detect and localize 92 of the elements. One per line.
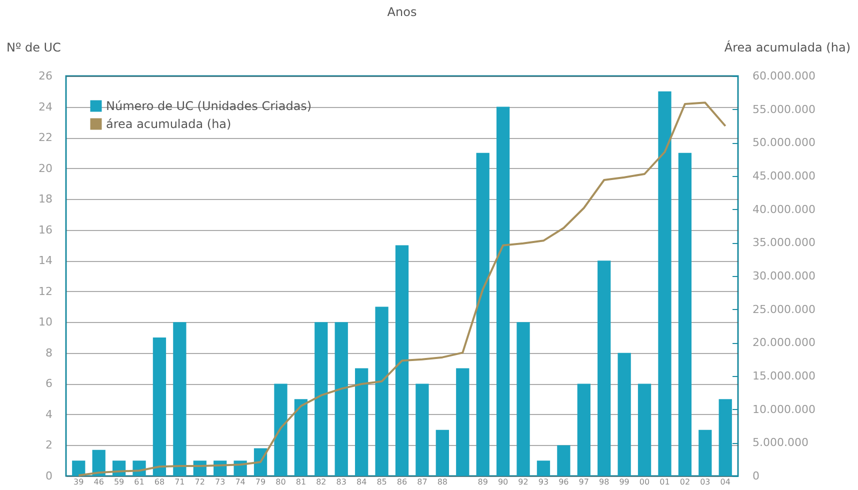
- y-tick-label: 8: [46, 346, 52, 360]
- x-tick-label: 92: [518, 478, 528, 486]
- y2-tick-label: 0: [752, 470, 760, 482]
- bar: [476, 152, 490, 476]
- x-tick-label: 83: [336, 478, 346, 486]
- bar: [658, 91, 672, 476]
- x-axis-title: Anos: [387, 5, 417, 19]
- y-tick-label: 24: [38, 100, 52, 114]
- x-tick-label: 99: [619, 478, 630, 486]
- bar: [557, 445, 570, 476]
- bar: [598, 260, 611, 476]
- y-tick-label: 2: [46, 438, 52, 452]
- x-tick-label: 71: [174, 478, 185, 486]
- x-tick-label: 88: [437, 478, 448, 486]
- y-tick-label: 16: [38, 223, 52, 236]
- bar: [274, 384, 288, 476]
- bar: [698, 430, 712, 476]
- legend-label: Número de UC (Unidades Criadas): [106, 99, 312, 113]
- x-tick-label: 89: [478, 478, 488, 486]
- bar: [294, 399, 308, 476]
- y2-tick-label: 60.000.000: [752, 70, 816, 82]
- bar: [314, 322, 328, 476]
- x-tick-label: 82: [316, 478, 326, 486]
- bar: [516, 322, 530, 476]
- x-tick-label: 98: [599, 478, 610, 486]
- line-series: [78, 102, 726, 476]
- y2-tick-label: 25.000.000: [752, 302, 816, 316]
- bar: [638, 384, 652, 476]
- bar: [355, 368, 368, 476]
- x-tick-label: 02: [680, 478, 690, 486]
- x-tick-label: 74: [235, 478, 246, 486]
- bar: [436, 430, 449, 476]
- y2-axis-title: Área acumulada (ha): [724, 40, 850, 54]
- x-tick-label: 46: [94, 478, 104, 486]
- x-tick-label: 86: [396, 478, 408, 486]
- y-tick-label: 18: [38, 192, 52, 206]
- bar: [416, 384, 429, 476]
- x-tick-label: 04: [720, 478, 730, 486]
- bar: [618, 352, 631, 476]
- y2-tick-label: 30.000.000: [752, 270, 816, 282]
- y-tick-label: 0: [46, 470, 52, 482]
- bar: [395, 245, 409, 476]
- bar: [456, 368, 470, 476]
- y-tick-label: 20: [38, 162, 52, 175]
- y-tick-label: 12: [38, 284, 52, 298]
- x-tick-label: 79: [255, 478, 266, 486]
- y2-tick-label: 35.000.000: [752, 236, 816, 250]
- bar: [577, 384, 590, 476]
- bar: [375, 306, 388, 476]
- x-tick-label: 03: [700, 478, 710, 486]
- y-tick-label: 4: [46, 408, 52, 421]
- x-tick-label: 59: [114, 478, 124, 486]
- bar: [536, 460, 550, 476]
- y2-tick-label: 45.000.000: [752, 170, 816, 182]
- x-tick-label: 93: [538, 478, 549, 486]
- bar: [496, 106, 510, 476]
- x-tick-label: 87: [417, 478, 428, 486]
- x-tick-label: 81: [296, 478, 306, 486]
- x-tick-label: 00: [639, 478, 650, 486]
- x-tick-label: 84: [356, 478, 367, 486]
- y2-tick-label: 50.000.000: [752, 136, 816, 150]
- bar: [334, 322, 348, 476]
- bar: [72, 460, 86, 476]
- x-tick-label: 96: [558, 478, 569, 486]
- bar: [718, 399, 732, 476]
- y2-tick-label: 55.000.000: [752, 102, 816, 116]
- bar: [173, 322, 186, 476]
- x-tick-label: 61: [134, 478, 144, 486]
- y2-tick-label: 15.000.000: [752, 370, 816, 382]
- x-tick-label: 72: [194, 478, 205, 486]
- y-tick-label: 14: [38, 254, 52, 268]
- bar: [92, 450, 106, 476]
- y2-tick-label: 10.000.000: [752, 402, 816, 416]
- bar: [152, 338, 166, 476]
- y2-tick-label: 20.000.000: [752, 336, 816, 350]
- x-tick-label: 68: [154, 478, 165, 486]
- y-tick-label: 26: [38, 70, 52, 82]
- legend-label: área acumulada (ha): [106, 117, 232, 131]
- x-tick-label: 90: [498, 478, 508, 486]
- x-tick-label: 85: [376, 478, 387, 486]
- y-tick-label: 10: [38, 316, 52, 329]
- y-axis-title: Nº de UC: [6, 40, 61, 54]
- x-tick-label: 39: [74, 478, 84, 486]
- bar: [678, 152, 692, 476]
- y-tick-label: 6: [46, 377, 52, 390]
- y-tick-label: 22: [38, 131, 52, 144]
- x-tick-label: 80: [276, 478, 286, 486]
- x-tick-label: 73: [215, 478, 226, 486]
- y2-tick-label: 5.000.000: [752, 436, 808, 450]
- y2-tick-label: 40.000.000: [752, 202, 816, 216]
- x-tick-label: 01: [660, 478, 670, 486]
- x-tick-label: 97: [578, 478, 589, 486]
